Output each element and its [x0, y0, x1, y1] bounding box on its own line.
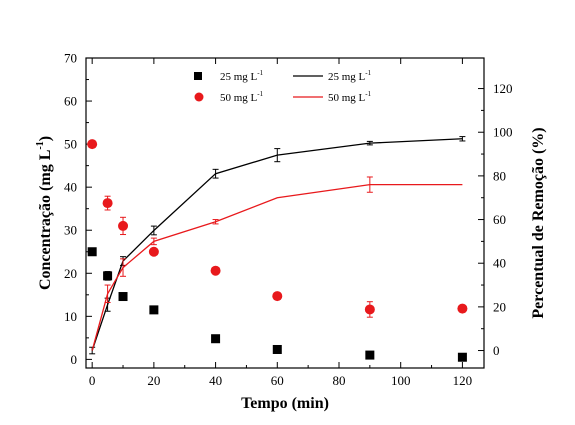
x-tick-label: 40 — [209, 373, 222, 388]
y-right-axis-title: Percentual de Remoção (%) — [530, 127, 547, 318]
y-left-tick-label: 40 — [64, 180, 77, 195]
x-tick-label: 60 — [271, 373, 284, 388]
data-point — [118, 292, 128, 302]
x-tick-label: 0 — [89, 373, 96, 388]
axes: 0 20 40 60 80 100 120 0 10 20 30 40 50 60 70 0 20 40 60 80 1… — [64, 51, 513, 389]
line-series-rem-25 — [89, 136, 466, 355]
y-left-tick-label: 20 — [64, 266, 77, 281]
y-left-axis-title: Concentração (mg L-1) — [35, 136, 54, 290]
data-point — [87, 247, 97, 257]
data-point — [365, 350, 375, 360]
y-right-tick-label: 120 — [493, 81, 513, 96]
data-point — [211, 334, 221, 344]
legend-label: 50 mg L-1 — [328, 90, 372, 104]
data-point — [457, 352, 467, 362]
legend-marker-square — [194, 72, 202, 80]
data-point — [272, 291, 283, 302]
legend: 25 mg L-1 50 mg L-1 25 mg L-1 50 mg L-1 — [194, 69, 372, 104]
series-line — [91, 138, 463, 351]
legend-label: 25 mg L-1 — [220, 69, 264, 83]
y-right-tick-label: 100 — [493, 125, 513, 140]
data-point — [364, 304, 375, 315]
legend-label: 50 mg L-1 — [220, 90, 264, 104]
data-point — [210, 265, 221, 276]
y-right-tick-label: 20 — [493, 299, 506, 314]
data-point — [457, 303, 468, 314]
data-point — [148, 246, 159, 257]
y-right-tick-label: 60 — [493, 212, 506, 227]
y-left-tick-label: 30 — [64, 223, 77, 238]
y-left-tick-label: 70 — [64, 51, 77, 66]
data-point — [87, 139, 98, 150]
x-axis-title: Tempo (min) — [241, 395, 329, 412]
plot-frame — [85, 57, 485, 369]
scatter-series-conc-25 — [87, 247, 467, 362]
data-series — [87, 136, 468, 362]
y-left-tick-label: 60 — [64, 94, 77, 109]
series-line — [91, 183, 463, 351]
y-left-tick-label: 0 — [71, 352, 78, 367]
y-right-tick-label: 80 — [493, 168, 506, 183]
scatter-series-conc-50 — [87, 139, 468, 318]
data-point — [103, 271, 113, 281]
y-right-tick-label: 40 — [493, 256, 506, 271]
legend-label: 25 mg L-1 — [328, 69, 372, 83]
data-point — [272, 344, 282, 354]
y-left-tick-label: 50 — [64, 137, 77, 152]
line-series-rem-50 — [91, 176, 463, 351]
legend-marker-circle — [194, 92, 204, 102]
data-point — [118, 220, 129, 231]
x-tick-label: 100 — [391, 373, 411, 388]
x-tick-label: 20 — [147, 373, 160, 388]
y-right-tick-label: 0 — [493, 343, 500, 358]
data-point — [149, 305, 159, 315]
y-left-tick-label: 10 — [64, 309, 77, 324]
data-point — [102, 198, 113, 209]
x-tick-label: 120 — [453, 373, 473, 388]
x-tick-label: 80 — [332, 373, 345, 388]
